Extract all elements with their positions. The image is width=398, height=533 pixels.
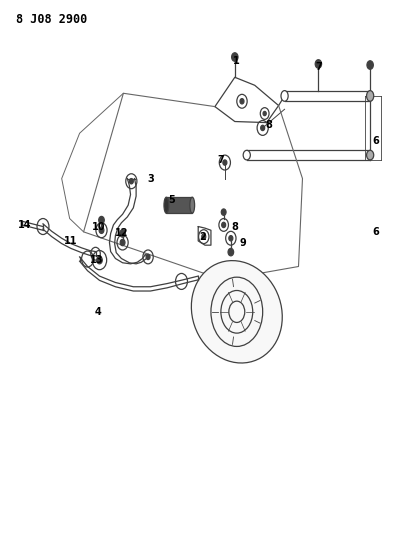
Text: 2: 2 [199,232,205,242]
Circle shape [99,227,104,233]
Circle shape [120,239,125,246]
Text: 7: 7 [218,155,224,165]
Circle shape [202,234,206,239]
Circle shape [315,60,322,68]
Circle shape [229,236,233,241]
Circle shape [99,216,104,224]
Circle shape [240,99,244,104]
Text: 1: 1 [234,56,240,66]
Text: 10: 10 [92,222,105,231]
Circle shape [263,111,266,116]
Text: 13: 13 [90,255,103,265]
Circle shape [367,61,373,69]
Ellipse shape [243,150,250,160]
Circle shape [120,230,125,237]
Text: 8: 8 [231,222,238,231]
Text: 5: 5 [168,195,174,205]
Circle shape [232,53,238,61]
Ellipse shape [281,91,288,101]
Text: 3: 3 [147,174,154,183]
Bar [166,197,192,213]
Text: 12: 12 [115,229,128,238]
Circle shape [228,248,234,256]
Circle shape [223,160,227,165]
Text: 7: 7 [315,62,322,71]
Text: 8: 8 [265,120,272,130]
Text: 6: 6 [373,227,379,237]
Ellipse shape [191,261,282,363]
Text: 14: 14 [18,221,31,230]
Ellipse shape [367,91,374,101]
Ellipse shape [367,150,374,160]
Text: 11: 11 [64,237,78,246]
Circle shape [129,179,133,184]
Ellipse shape [164,197,169,213]
Text: 6: 6 [373,136,379,146]
Circle shape [261,125,265,131]
Text: 4: 4 [94,307,101,317]
Ellipse shape [190,197,195,213]
Circle shape [222,222,226,228]
Text: 8 J08 2900: 8 J08 2900 [16,13,87,26]
Circle shape [221,209,226,215]
Circle shape [146,254,150,260]
Text: 9: 9 [240,238,246,247]
Circle shape [97,256,102,264]
